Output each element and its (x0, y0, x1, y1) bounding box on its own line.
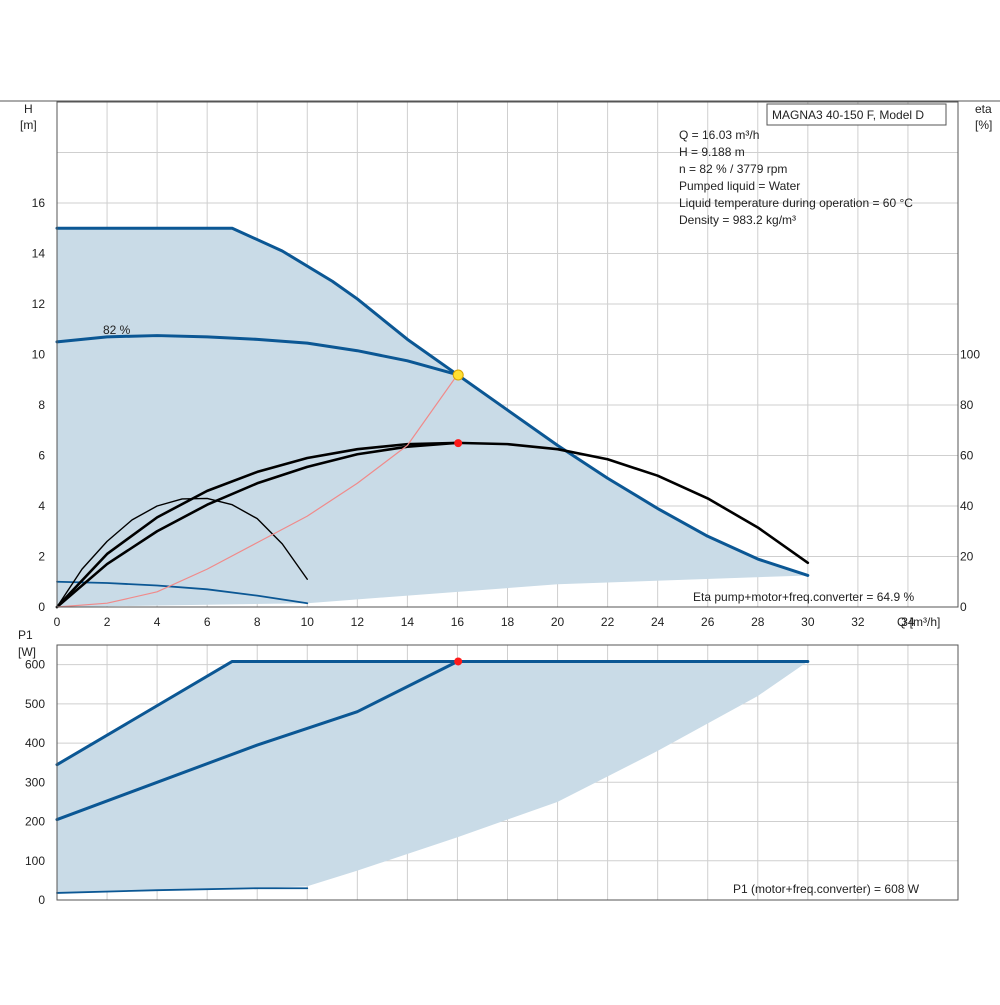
x-tick-label: 16 (451, 615, 465, 629)
p1-axis-unit: [W] (18, 645, 36, 659)
power-chart-series (55, 659, 810, 894)
curve-pump_thin (56, 580, 309, 605)
x-tick-label: 10 (301, 615, 315, 629)
power-curve-pump (55, 659, 459, 822)
x-tick-label: 34 (901, 615, 915, 629)
h-tick-label: 2 (38, 550, 45, 564)
power-curve-pump_thin (56, 887, 309, 894)
p1-tick-label: 500 (25, 697, 45, 711)
eta-tick-label: 80 (960, 398, 974, 412)
operating-point-efficiency (454, 439, 463, 448)
h-tick-label: 16 (32, 196, 46, 210)
power-chart-envelope (57, 661, 808, 893)
x-tick-label: 4 (154, 615, 161, 629)
operating-info: Q = 16.03 m³/h H = 9.188 m n = 82 % / 37… (679, 128, 913, 227)
curve-eff (55, 441, 459, 609)
curve-pump (55, 334, 459, 377)
head-chart-ticks: 0 2 4 6 8 10 12 14 16 18 20 22 24 26 28 30 32 34024681012… (32, 196, 981, 629)
power-curve-pump (55, 659, 810, 767)
h-tick-label: 4 (38, 499, 45, 513)
head-chart-series (55, 226, 810, 609)
head-chart-frame (56, 101, 959, 608)
x-tick-label: 14 (401, 615, 415, 629)
eta-tick-label: 40 (960, 499, 974, 513)
p1-summary: P1 (motor+freq.converter) = 608 W (733, 882, 920, 896)
x-tick-label: 0 (54, 615, 61, 629)
h-axis-unit: [m] (20, 118, 37, 132)
operating-point-power (454, 657, 463, 666)
title-box (766, 103, 947, 126)
p1-tick-label: 0 (38, 893, 45, 907)
x-tick-label: 18 (501, 615, 515, 629)
x-tick-label: 24 (651, 615, 665, 629)
eta-tick-label: 100 (960, 348, 980, 362)
eta-tick-label: 20 (960, 550, 974, 564)
power-chart-operating-points (454, 657, 463, 666)
operating-envelope (57, 228, 808, 607)
title-text: MAGNA3 40-150 F, Model D (772, 108, 924, 122)
info-density: Density = 983.2 kg/m³ (679, 213, 796, 227)
info-flow: Q = 16.03 m³/h (679, 128, 759, 142)
h-tick-label: 8 (38, 398, 45, 412)
p1-tick-label: 300 (25, 775, 45, 789)
info-head: H = 9.188 m (679, 145, 745, 159)
x-tick-label: 32 (851, 615, 865, 629)
operating-point-head (452, 369, 464, 381)
info-liquid: Pumped liquid = Water (679, 179, 800, 193)
info-temperature: Liquid temperature during operation = 60… (679, 196, 913, 210)
h-tick-label: 12 (32, 297, 46, 311)
p1-tick-label: 400 (25, 736, 45, 750)
speed-curve-label: 82 % (103, 323, 131, 337)
p1-tick-label: 100 (25, 854, 45, 868)
x-tick-label: 2 (104, 615, 111, 629)
q-axis-label: Q [m³/h] (897, 615, 940, 629)
x-tick-label: 28 (751, 615, 765, 629)
curve-pump (55, 226, 810, 577)
info-speed: n = 82 % / 3779 rpm (679, 162, 787, 176)
x-tick-label: 30 (801, 615, 815, 629)
h-tick-label: 6 (38, 449, 45, 463)
h-tick-label: 14 (32, 247, 46, 261)
eta-tick-label: 0 (960, 600, 967, 614)
p1-axis-label: P1 (18, 628, 33, 642)
x-tick-label: 8 (254, 615, 261, 629)
h-axis-label: H (24, 102, 33, 116)
x-tick-label: 20 (551, 615, 565, 629)
h-tick-label: 10 (32, 348, 46, 362)
h-tick-label: 0 (38, 600, 45, 614)
curve-system (56, 374, 459, 608)
x-tick-label: 26 (701, 615, 715, 629)
eta-axis-label: eta (975, 102, 992, 116)
x-tick-label: 22 (601, 615, 615, 629)
head-chart-operating-points (452, 369, 464, 448)
power-chart-frame (56, 644, 959, 901)
x-tick-label: 6 (204, 615, 211, 629)
x-tick-label: 12 (351, 615, 365, 629)
power-envelope (57, 661, 808, 893)
power-chart-ticks: 0 100 200 300 400 500 600 (25, 658, 45, 907)
curve-eff_thin (56, 497, 308, 608)
p1-tick-label: 200 (25, 815, 45, 829)
eta-tick-label: 60 (960, 449, 974, 463)
eta-axis-unit: [%] (975, 118, 992, 132)
p1-tick-label: 600 (25, 658, 45, 672)
head-chart-envelope (57, 228, 808, 607)
eta-summary: Eta pump+motor+freq.converter = 64.9 % (693, 590, 914, 604)
